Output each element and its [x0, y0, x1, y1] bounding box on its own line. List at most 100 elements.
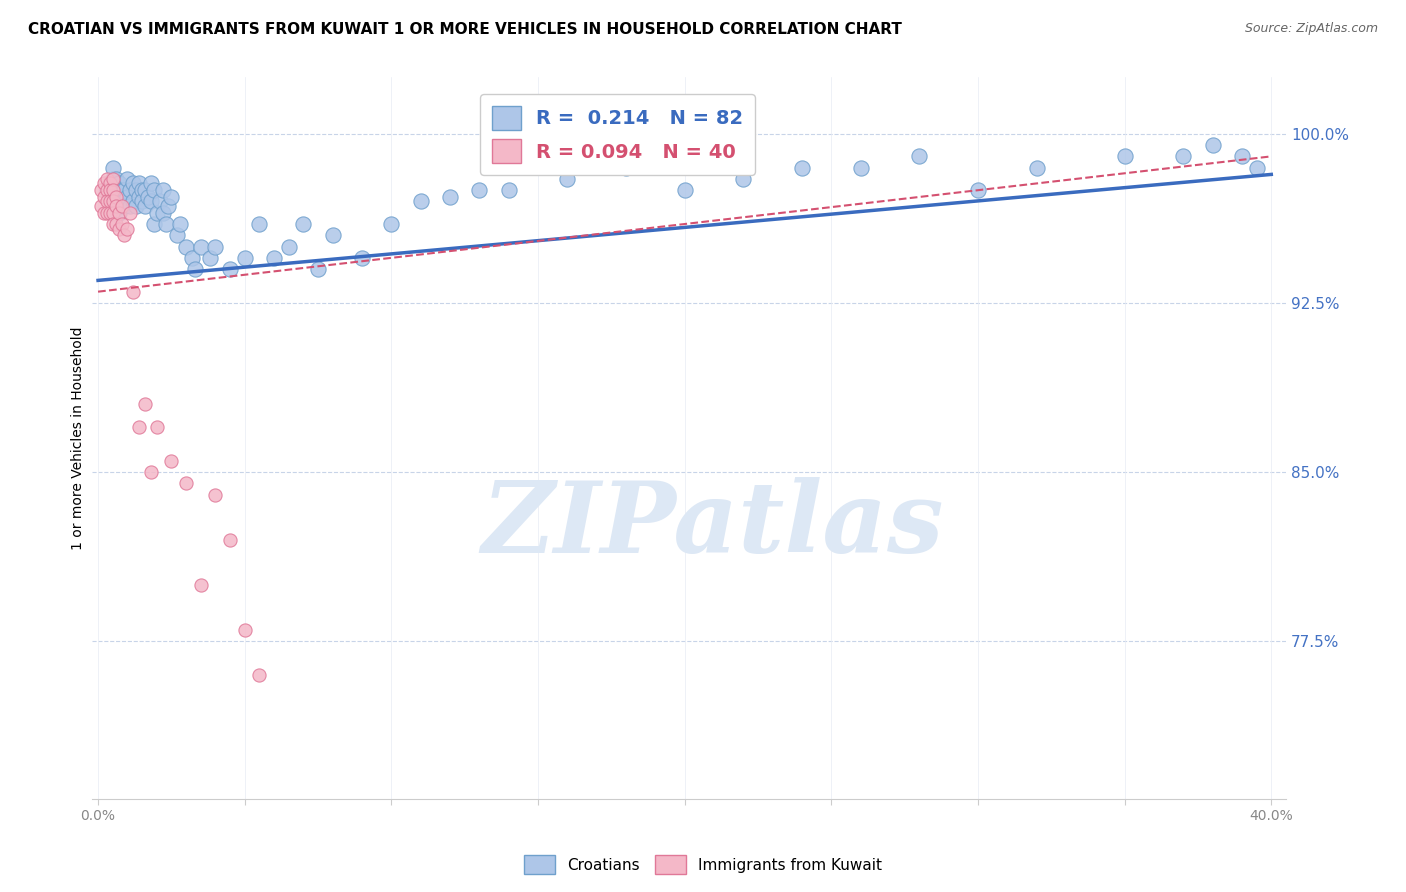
Point: [110, 183, 132, 197]
Point: [233, 251, 256, 265]
Point: [96, 206, 118, 220]
Point: [104, 190, 127, 204]
Point: [114, 228, 136, 243]
Point: [557, 172, 579, 186]
Point: [160, 454, 183, 468]
Point: [1201, 138, 1223, 153]
Point: [498, 183, 520, 197]
Point: [107, 206, 129, 220]
Text: CROATIAN VS IMMIGRANTS FROM KUWAIT 1 OR MORE VEHICLES IN HOUSEHOLD CORRELATION C: CROATIAN VS IMMIGRANTS FROM KUWAIT 1 OR …: [28, 22, 903, 37]
Point: [908, 149, 931, 163]
Point: [122, 194, 145, 209]
Point: [131, 183, 153, 197]
Point: [322, 228, 344, 243]
Point: [117, 190, 139, 204]
Point: [98, 177, 121, 191]
Point: [107, 177, 129, 191]
Point: [1230, 149, 1253, 163]
Point: [152, 183, 174, 197]
Point: [174, 239, 197, 253]
Point: [110, 199, 132, 213]
Point: [93, 190, 115, 204]
Point: [101, 183, 124, 197]
Point: [110, 217, 132, 231]
Point: [233, 623, 256, 637]
Point: [104, 194, 127, 209]
Point: [142, 217, 165, 231]
Point: [149, 194, 172, 209]
Point: [198, 251, 221, 265]
Point: [190, 578, 212, 592]
Point: [128, 420, 150, 434]
Point: [247, 668, 270, 682]
Point: [145, 420, 167, 434]
Point: [96, 183, 118, 197]
Point: [101, 183, 124, 197]
Point: [180, 251, 202, 265]
Point: [125, 183, 148, 197]
Point: [1173, 149, 1195, 163]
Point: [1114, 149, 1136, 163]
Point: [204, 488, 226, 502]
Point: [101, 194, 124, 209]
Point: [90, 183, 112, 197]
Point: [104, 172, 127, 186]
Point: [277, 239, 299, 253]
Point: [101, 206, 124, 220]
Point: [790, 161, 813, 175]
Point: [139, 465, 162, 479]
Point: [101, 172, 124, 186]
Text: ZIPatlas: ZIPatlas: [482, 476, 945, 573]
Point: [107, 206, 129, 220]
Point: [96, 183, 118, 197]
Point: [128, 177, 150, 191]
Point: [673, 183, 696, 197]
Point: [104, 190, 127, 204]
Point: [967, 183, 990, 197]
Point: [110, 190, 132, 204]
Point: [120, 206, 142, 220]
Point: [409, 194, 432, 209]
Point: [439, 190, 461, 204]
Point: [380, 217, 402, 231]
Point: [1025, 161, 1047, 175]
Point: [104, 199, 127, 213]
Point: [93, 177, 115, 191]
Point: [292, 217, 315, 231]
Point: [219, 262, 242, 277]
Point: [219, 533, 242, 547]
Point: [184, 262, 207, 277]
Point: [104, 217, 127, 231]
Point: [101, 206, 124, 220]
Point: [117, 221, 139, 235]
Point: [98, 206, 121, 220]
Text: Source: ZipAtlas.com: Source: ZipAtlas.com: [1244, 22, 1378, 36]
Legend: Croatians, Immigrants from Kuwait: Croatians, Immigrants from Kuwait: [519, 849, 887, 880]
Point: [152, 206, 174, 220]
Point: [350, 251, 373, 265]
Point: [128, 190, 150, 204]
Point: [101, 161, 124, 175]
Point: [614, 161, 637, 175]
Point: [157, 199, 180, 213]
Point: [90, 199, 112, 213]
Point: [117, 172, 139, 186]
Point: [110, 199, 132, 213]
Point: [139, 177, 162, 191]
Y-axis label: 1 or more Vehicles in Household: 1 or more Vehicles in Household: [72, 326, 86, 550]
Point: [136, 190, 159, 204]
Point: [114, 199, 136, 213]
Point: [125, 199, 148, 213]
Point: [96, 194, 118, 209]
Point: [98, 177, 121, 191]
Point: [101, 172, 124, 186]
Point: [98, 183, 121, 197]
Point: [101, 217, 124, 231]
Point: [122, 285, 145, 299]
Point: [134, 183, 156, 197]
Point: [204, 239, 226, 253]
Point: [131, 194, 153, 209]
Point: [107, 221, 129, 235]
Point: [134, 199, 156, 213]
Point: [134, 397, 156, 411]
